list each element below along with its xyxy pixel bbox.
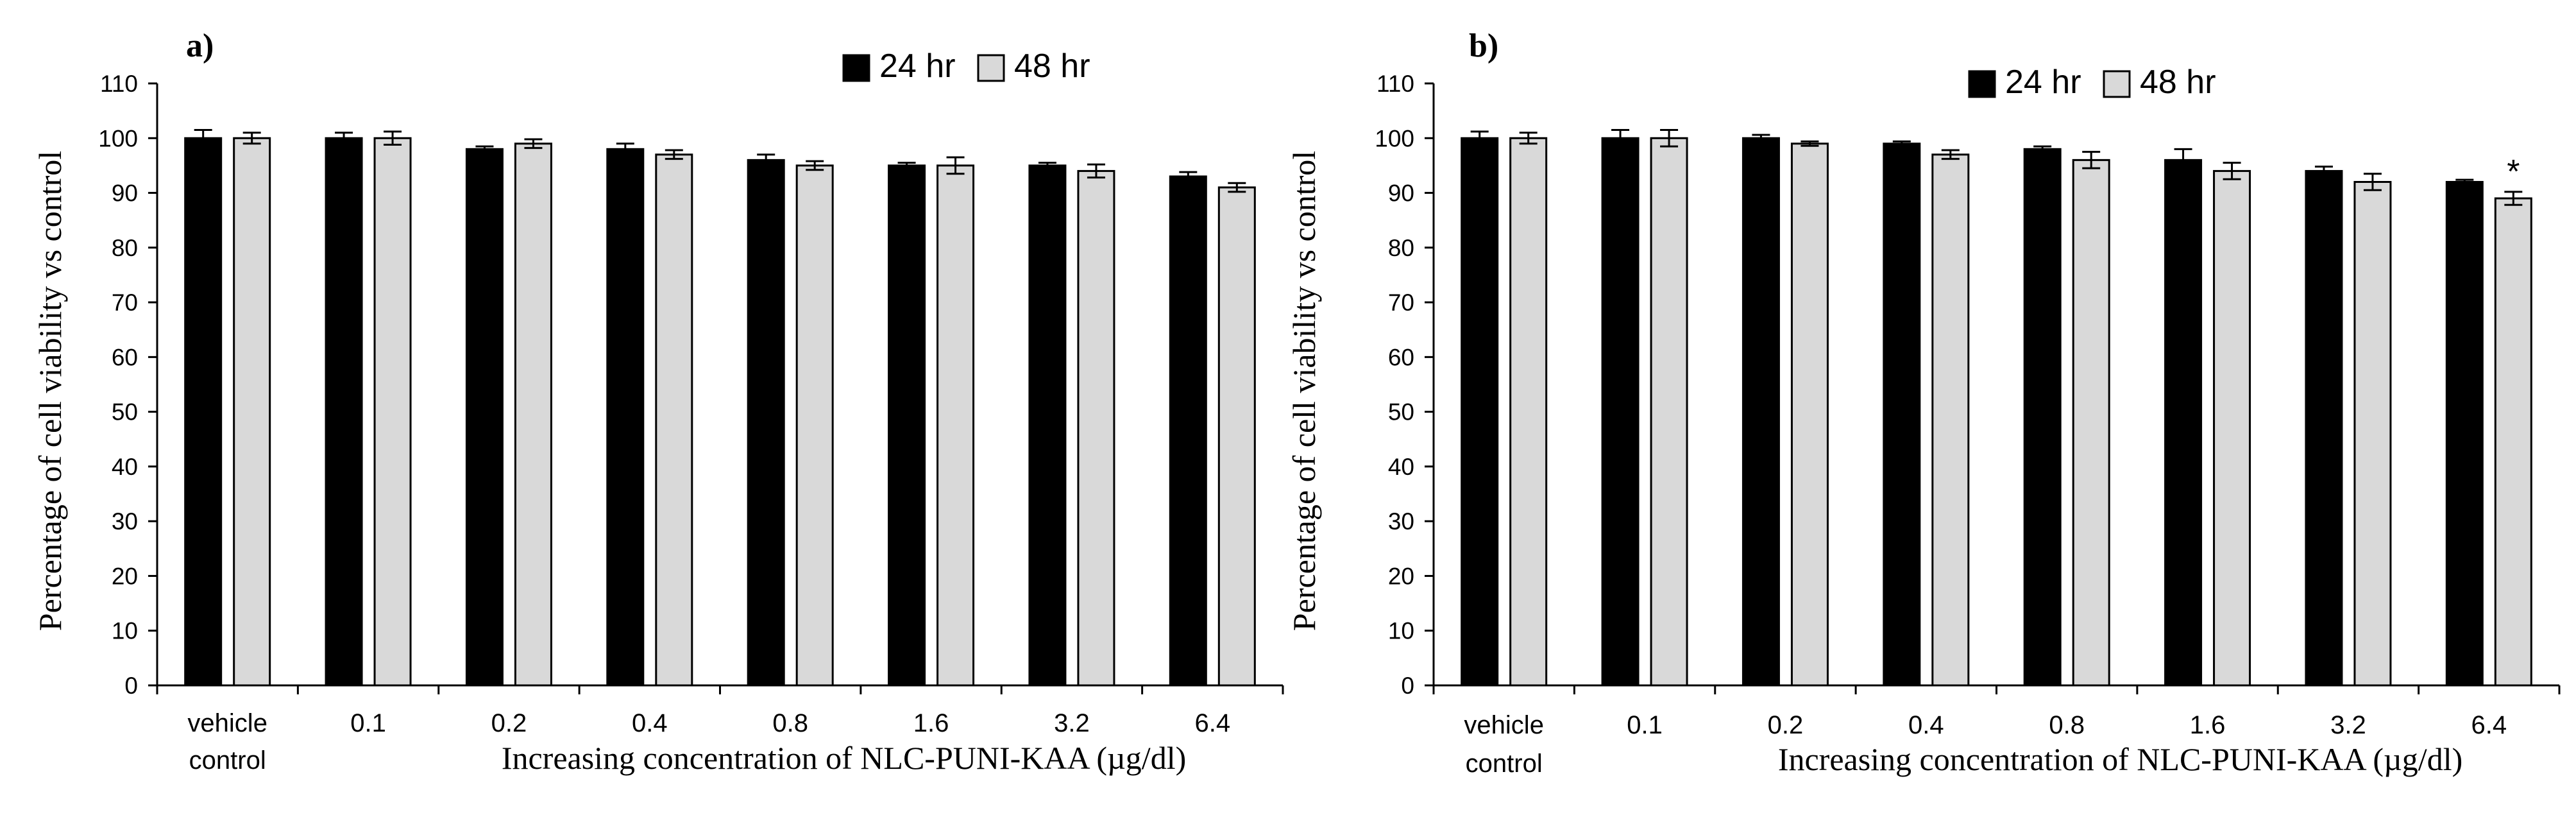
- x-tick-label: control: [189, 746, 266, 775]
- legend-swatch: [1968, 70, 1996, 98]
- x-tick-label: 6.4: [1195, 709, 1231, 737]
- bar-24hr-1: [1601, 137, 1640, 687]
- x-tick-label: 0.2: [1768, 711, 1804, 739]
- bar-48hr-2: [1790, 142, 1829, 687]
- bar-48hr-1: [1650, 137, 1688, 687]
- legend-label: 24 hr: [2005, 64, 2081, 101]
- bar-48hr-6: [1077, 169, 1115, 687]
- x-tick-label: 3.2: [1054, 709, 1090, 737]
- panel-label: a): [186, 28, 214, 64]
- legend-label: 24 hr: [879, 47, 956, 85]
- y-tick-label: 80: [112, 235, 138, 261]
- y-tick-label: 100: [98, 125, 138, 151]
- y-tick-label: 90: [112, 180, 138, 207]
- x-tick-label: control: [1466, 750, 1543, 778]
- bar-24hr-3: [1883, 142, 1921, 687]
- y-tick-label: 90: [1388, 180, 1414, 207]
- y-tick-label: 50: [112, 399, 138, 425]
- y-tick-label: 70: [1388, 289, 1414, 316]
- panel-label: b): [1469, 28, 1498, 64]
- bar-48hr-2: [514, 142, 552, 687]
- x-tick-label: 0.4: [632, 709, 668, 737]
- chart-panel-2: 0 10 20 30 40 50 60 70 80 90 100 110 vehicle control 0…: [1286, 28, 2561, 778]
- x-tick-label: 0.4: [1908, 711, 1944, 739]
- x-tick-label: 0.2: [491, 709, 527, 737]
- bar-48hr-7: [1217, 186, 1256, 687]
- chart-panel-1: 0 10 20 30 40 50 60 70 80 90 100 110 vehicle control 0…: [32, 28, 1284, 776]
- y-tick-label: 40: [1388, 454, 1414, 480]
- significance-annotation: *: [2507, 153, 2520, 191]
- y-tick-label: 80: [1388, 235, 1414, 261]
- x-tick-label: 0.1: [1627, 711, 1663, 739]
- y-tick-label: 50: [1388, 399, 1414, 425]
- x-tick-label: 0.8: [772, 709, 808, 737]
- bar-24hr-4: [2023, 148, 2062, 687]
- legend: 24 hr 48 hr: [842, 47, 1090, 85]
- bar-24hr-2: [1741, 137, 1780, 687]
- bar-24hr-7: [2445, 180, 2484, 687]
- bar-48hr-7: [2494, 197, 2532, 687]
- x-tick-label: vehicle: [1464, 711, 1544, 739]
- x-tick-label: 1.6: [2190, 711, 2226, 739]
- y-tick-label: 110: [100, 71, 138, 97]
- legend-swatch: [2103, 70, 2131, 98]
- bar-48hr-4: [795, 164, 834, 687]
- y-tick-label: 40: [112, 454, 138, 480]
- y-tick-label: 100: [1375, 125, 1414, 151]
- x-tick-label: 0.8: [2049, 711, 2085, 739]
- x-axis-title: Increasing concentration of NLC-PUNI-KAA…: [502, 740, 1186, 776]
- x-tick-label: vehicle: [187, 709, 267, 737]
- y-tick-label: 10: [112, 618, 138, 644]
- y-tick-label: 0: [124, 673, 138, 699]
- legend-label: 48 hr: [1014, 47, 1090, 85]
- bar-24hr-6: [2305, 169, 2343, 687]
- y-tick-label: 70: [112, 289, 138, 316]
- bar-24hr-5: [2164, 159, 2203, 687]
- bar-24hr-2: [465, 148, 504, 687]
- bar-48hr-3: [1931, 153, 1970, 687]
- bar-48hr-5: [936, 164, 975, 687]
- y-tick-label: 20: [112, 563, 138, 589]
- bar-24hr-5: [888, 164, 926, 687]
- y-axis-title: Percentage of cell viability vs control: [1286, 151, 1322, 631]
- x-tick-label: 6.4: [2471, 711, 2507, 739]
- bar-24hr-7: [1169, 175, 1207, 687]
- bar-48hr-4: [2072, 159, 2110, 687]
- y-axis-title: Percentage of cell viability vs control: [32, 151, 68, 631]
- bar-24hr-0: [1461, 137, 1499, 687]
- x-tick-label: 3.2: [2330, 711, 2366, 739]
- bar-48hr-0: [233, 137, 271, 687]
- bar-48hr-1: [373, 137, 412, 687]
- bar-24hr-6: [1028, 164, 1067, 687]
- y-tick-label: 30: [112, 508, 138, 535]
- y-tick-label: 110: [1377, 71, 1414, 97]
- y-tick-label: 20: [1388, 563, 1414, 589]
- legend: 24 hr 48 hr: [1968, 64, 2216, 101]
- bar-24hr-0: [184, 137, 223, 687]
- bar-48hr-3: [655, 153, 693, 687]
- bar-24hr-1: [325, 137, 363, 687]
- legend-label: 48 hr: [2140, 64, 2216, 101]
- y-tick-label: 60: [1388, 344, 1414, 370]
- y-tick-label: 0: [1401, 673, 1414, 699]
- bar-48hr-0: [1509, 137, 1548, 687]
- bar-24hr-4: [747, 159, 785, 687]
- legend-swatch: [977, 54, 1005, 82]
- y-tick-label: 10: [1388, 618, 1414, 644]
- x-tick-label: 1.6: [913, 709, 949, 737]
- bar-48hr-5: [2213, 169, 2251, 687]
- legend-swatch: [842, 54, 870, 82]
- bar-24hr-3: [606, 148, 645, 687]
- x-axis-title: Increasing concentration of NLC-PUNI-KAA…: [1778, 741, 2462, 777]
- y-tick-label: 30: [1388, 508, 1414, 535]
- y-tick-label: 60: [112, 344, 138, 370]
- bar-48hr-6: [2353, 180, 2392, 687]
- x-tick-label: 0.1: [350, 709, 386, 737]
